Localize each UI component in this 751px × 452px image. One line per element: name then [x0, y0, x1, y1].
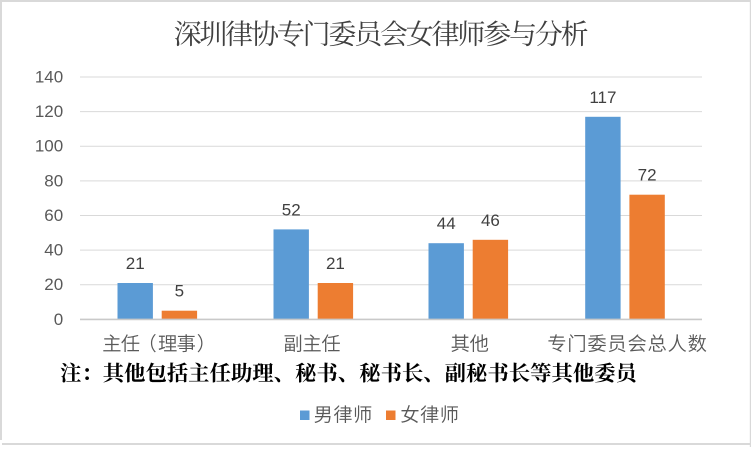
svg-text:20: 20 [44, 275, 63, 294]
svg-text:21: 21 [126, 254, 145, 273]
svg-text:72: 72 [638, 166, 657, 185]
svg-text:80: 80 [44, 171, 63, 190]
svg-text:21: 21 [326, 254, 345, 273]
svg-text:60: 60 [44, 206, 63, 225]
svg-text:140: 140 [35, 67, 63, 86]
svg-text:46: 46 [481, 211, 500, 230]
svg-text:120: 120 [35, 102, 63, 121]
svg-text:52: 52 [282, 200, 301, 219]
svg-text:44: 44 [437, 214, 456, 233]
svg-text:100: 100 [35, 137, 63, 156]
svg-text:5: 5 [175, 282, 184, 301]
svg-text:0: 0 [54, 310, 63, 329]
svg-text:40: 40 [44, 241, 63, 260]
svg-text:117: 117 [589, 88, 616, 107]
